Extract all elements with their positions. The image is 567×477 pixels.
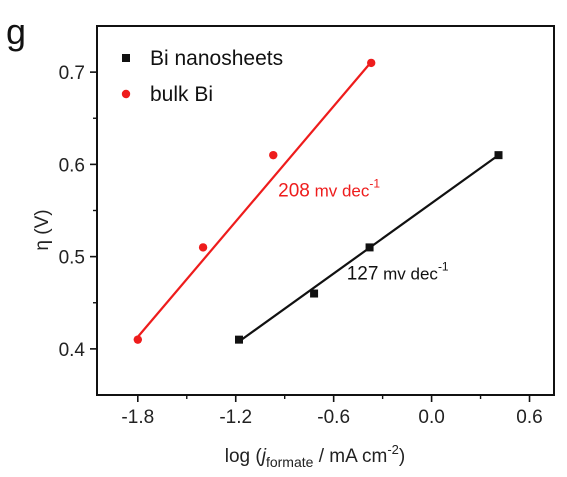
y-tick-label: 0.4 — [59, 340, 86, 361]
x-tick-label: -0.6 — [317, 407, 350, 428]
x-tick-label: 0.0 — [418, 407, 444, 428]
x-tick-label: -1.2 — [219, 407, 252, 428]
y-tick-label: 0.7 — [59, 63, 85, 84]
data-point — [365, 243, 374, 252]
legend: Bi nanosheets bulk Bi — [121, 47, 283, 106]
point-layer — [133, 58, 503, 344]
annotation-layer: 127 mv dec-1 208 mv dec-1 — [278, 177, 449, 285]
data-point — [133, 335, 143, 344]
fit-line — [136, 61, 373, 338]
x-tick-label: 0.6 — [516, 407, 542, 428]
slope-annotation: 208 mv dec-1 — [278, 177, 380, 202]
plot-frame — [96, 25, 555, 396]
panel-label: g — [6, 11, 26, 52]
y-tick-label: 0.6 — [59, 155, 85, 176]
data-point — [367, 58, 376, 68]
axis-layer: -1.8 -1.2 -0.6 0.0 0.6 0.4 0.5 0.6 0.7 — [59, 25, 555, 428]
legend-marker — [122, 54, 130, 62]
data-point — [198, 243, 208, 252]
legend-marker — [121, 89, 131, 99]
y-tick-label: 0.5 — [59, 248, 85, 269]
slope-annotation: 127 mv dec-1 — [347, 260, 449, 285]
data-point — [310, 289, 319, 298]
x-tick-label: -1.8 — [121, 407, 154, 428]
y-axis-title: η (V) — [32, 209, 53, 250]
x-axis-title: log (jformate / mA cm-2) — [225, 442, 405, 470]
legend-label: bulk Bi — [150, 83, 213, 106]
data-point — [269, 150, 278, 160]
data-point — [494, 151, 503, 160]
legend-label: Bi nanosheets — [150, 47, 283, 70]
data-point — [234, 335, 243, 344]
